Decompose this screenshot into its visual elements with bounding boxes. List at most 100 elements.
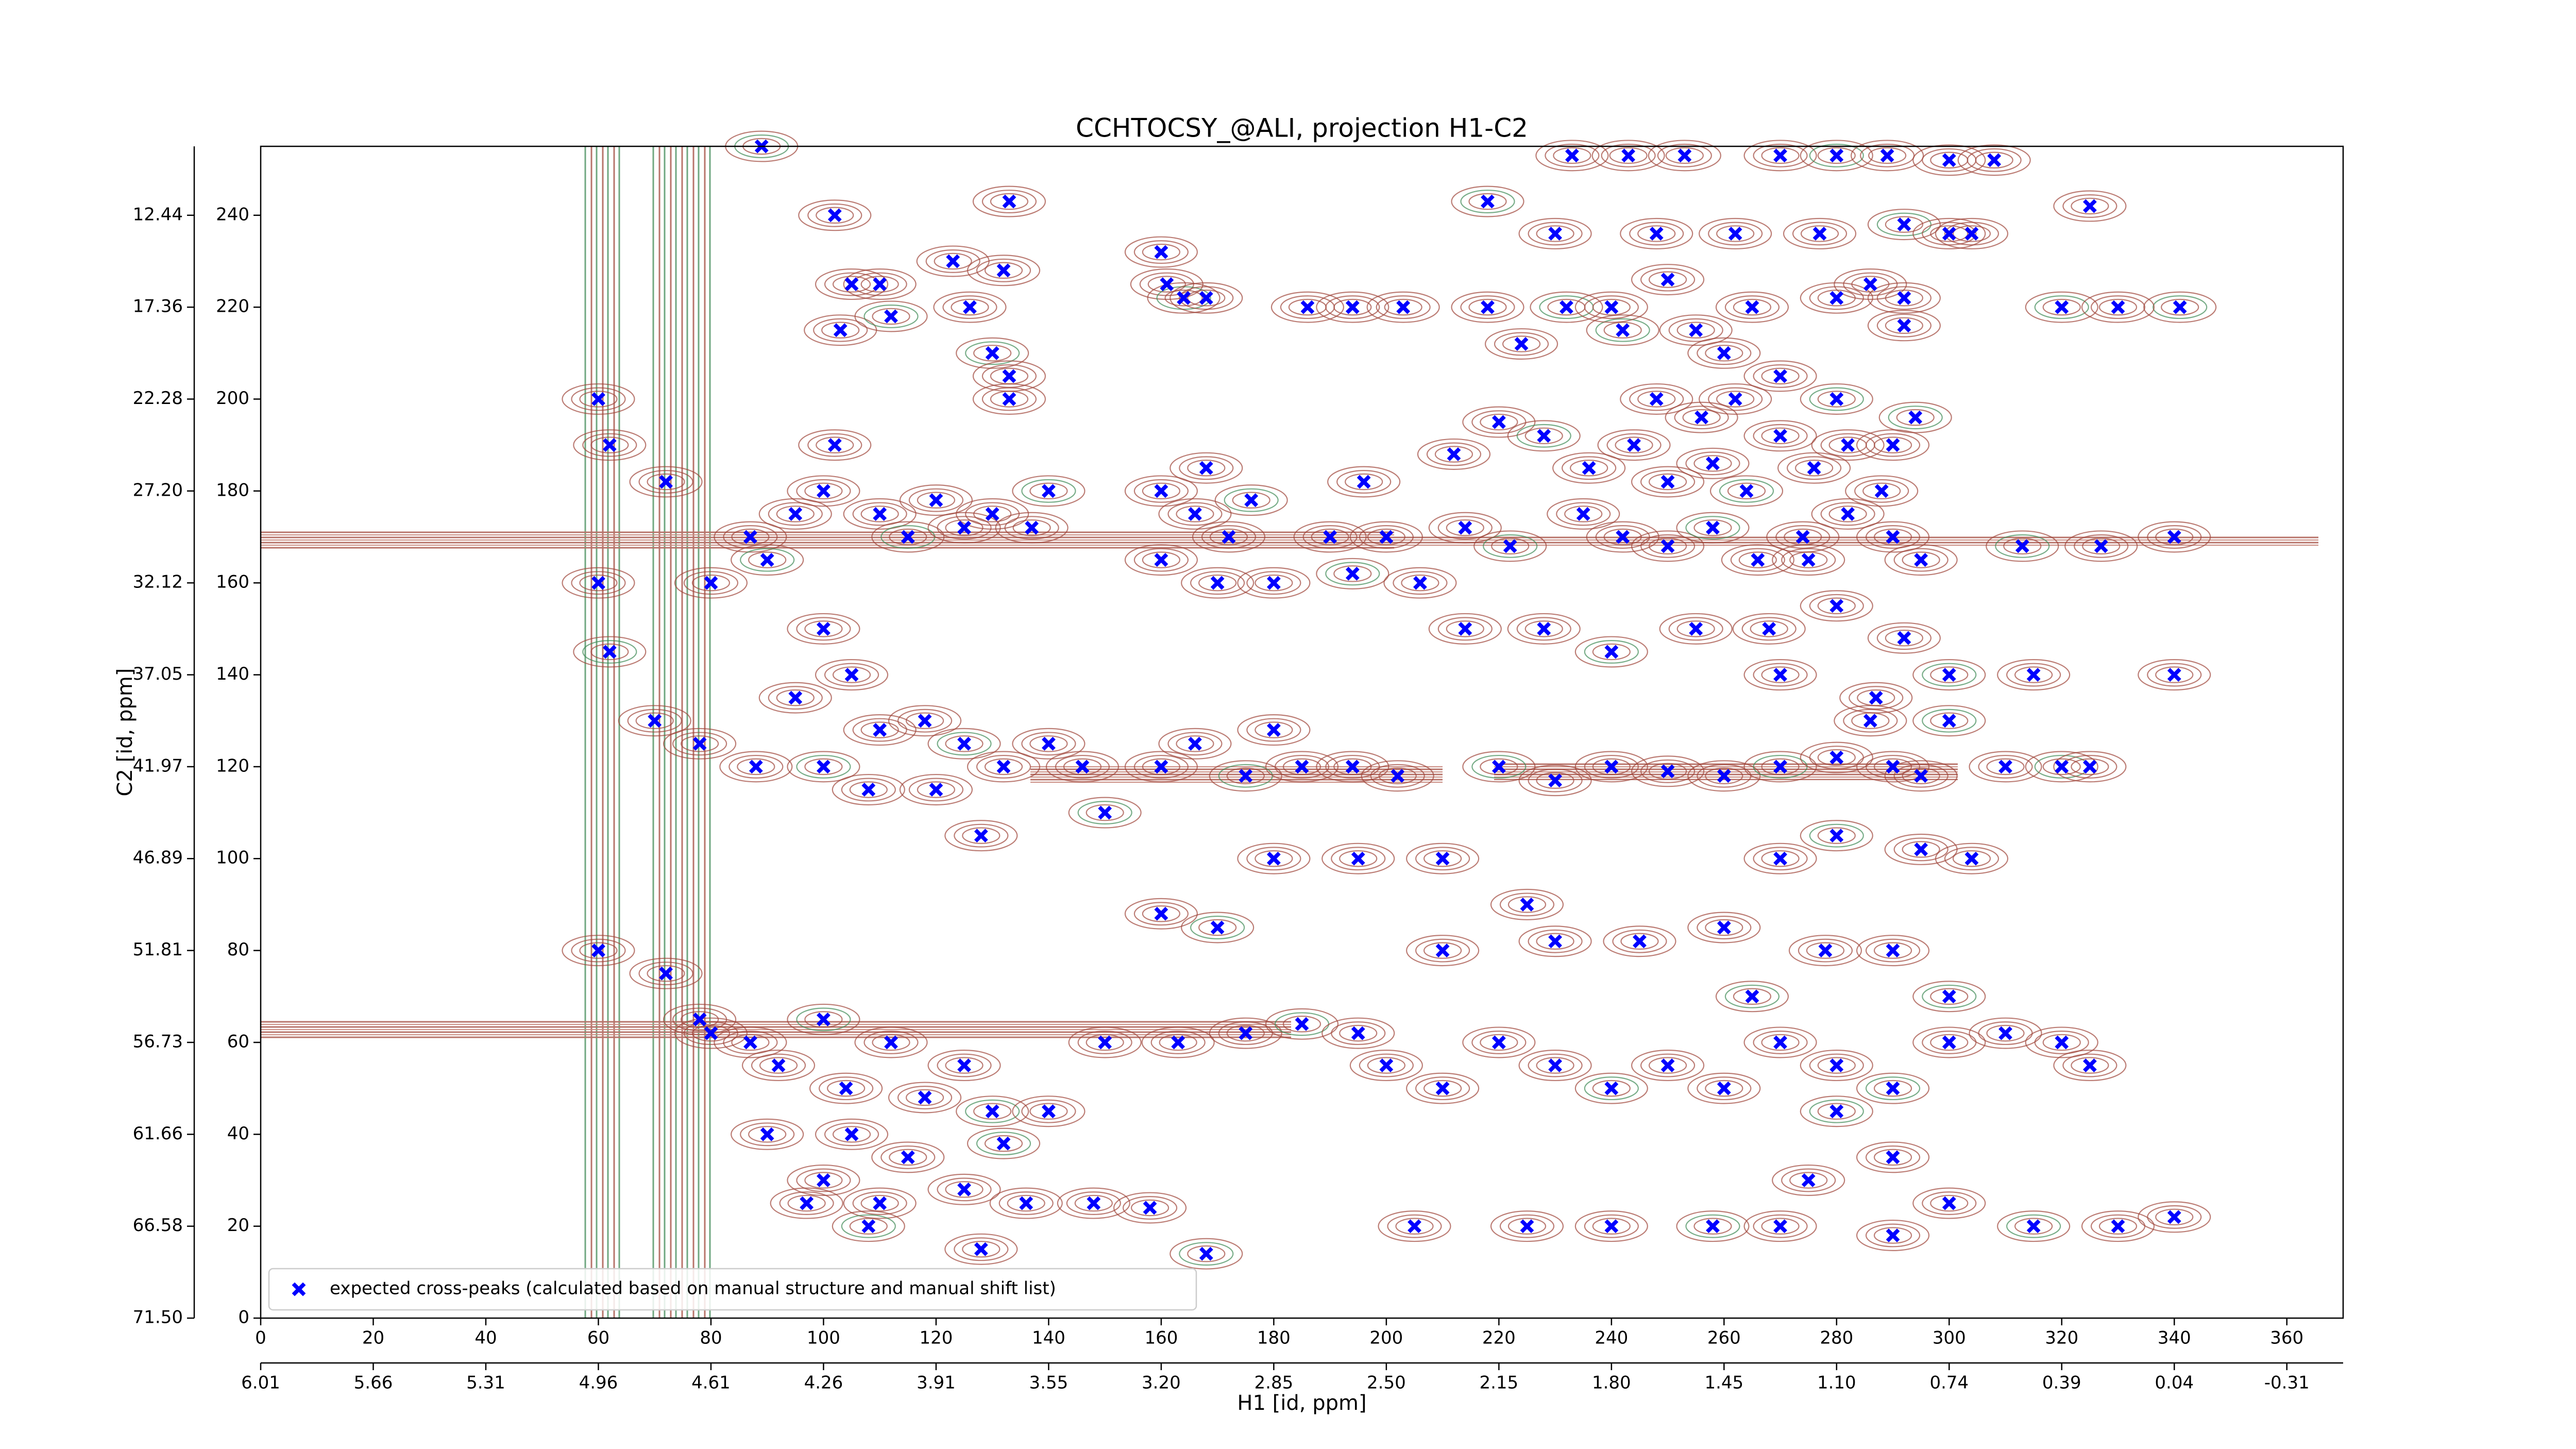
cross-peak-marker [1717, 920, 1731, 935]
cross-peak-marker [1942, 1196, 1956, 1210]
contour [1473, 530, 1547, 562]
contour [1657, 143, 1712, 167]
cross-peak-marker [873, 277, 887, 291]
cross-peak-marker [1728, 227, 1742, 241]
contour [908, 778, 964, 802]
cross-peak-marker [1160, 277, 1174, 291]
contour [854, 1026, 928, 1058]
contour [1274, 754, 1330, 779]
contour [852, 502, 907, 526]
contour [1383, 567, 1457, 599]
cross-peak-marker [1886, 530, 1900, 544]
contour [1811, 498, 1885, 530]
contour [1460, 190, 1515, 213]
contour [1518, 217, 1592, 249]
cross-peak-marker [760, 553, 774, 567]
cross-peak-marker [1773, 429, 1787, 443]
contour [1518, 765, 1592, 797]
contour [1158, 498, 1232, 530]
y-axis-label: C2 [id, ppm] [113, 668, 137, 797]
contour [798, 429, 872, 461]
cross-peak-marker [1863, 714, 1877, 728]
contour [1574, 291, 1648, 323]
contour [984, 262, 1023, 279]
contour [674, 567, 748, 599]
contour [1648, 537, 1687, 555]
cross-peak-marker [844, 277, 859, 291]
contour [1730, 548, 1785, 572]
contour [573, 429, 647, 461]
contour [1321, 1017, 1395, 1049]
contour [1553, 147, 1591, 164]
contour [1612, 929, 1667, 953]
cross-peak-marker [985, 1104, 999, 1119]
contour [1876, 313, 1932, 338]
cross-peak-marker [1660, 539, 1675, 553]
cross-peak-marker [1548, 227, 1563, 241]
cross-peak-marker [2167, 1210, 2181, 1224]
cross-peak-marker [1481, 300, 1495, 314]
contour [1817, 827, 1856, 844]
contour [2155, 528, 2194, 546]
cross-peak-marker [2167, 530, 2181, 544]
cross-peak-marker [1503, 539, 1517, 553]
contour [731, 1034, 770, 1051]
contour [1697, 341, 1752, 365]
contour [1851, 276, 1890, 293]
contour [1142, 758, 1180, 776]
contour [1045, 751, 1120, 783]
contour [1788, 935, 1862, 967]
contour [1462, 406, 1536, 438]
contour [1753, 1031, 1808, 1054]
contour [1012, 1096, 1086, 1127]
contour [967, 1127, 1041, 1159]
contour-background [261, 146, 2318, 1318]
cross-peak-marker [1998, 760, 2012, 774]
cross-peak-marker [800, 1196, 814, 1210]
chart-title: CCHTOCSY_@ALI, projection H1-C2 [1076, 113, 1528, 143]
cross-peak-marker [1942, 714, 1956, 728]
cross-peak-marker [844, 668, 859, 682]
contour [1817, 391, 1856, 408]
contour [1867, 282, 1941, 314]
contour [1142, 243, 1180, 261]
contour [1868, 147, 1907, 164]
contour [1237, 567, 1311, 599]
contour [967, 255, 1041, 287]
cross-peak-marker [1841, 507, 1855, 521]
contour [1282, 1016, 1321, 1033]
contour [1867, 310, 1941, 342]
cross-peak-marker [996, 1136, 1011, 1151]
contour [768, 686, 823, 710]
y2-tick-label: 51.81 [133, 939, 183, 960]
contour [1902, 767, 1940, 784]
contour [937, 1053, 992, 1077]
cross-peak-marker [1548, 934, 1563, 949]
contour [990, 193, 1029, 210]
y2-tick-label: 56.73 [133, 1031, 183, 1052]
contour [2090, 295, 2146, 319]
cross-peak-marker [974, 1242, 988, 1256]
cross-peak-marker [1942, 989, 1956, 1004]
contour [1124, 898, 1198, 930]
contour [1772, 1164, 1845, 1196]
cross-peak-marker [2026, 1219, 2041, 1234]
contour [1507, 1218, 1547, 1235]
contour [1246, 718, 1301, 742]
contour [1873, 758, 1912, 776]
cross-peak-marker [1829, 291, 1844, 305]
contour [663, 1003, 737, 1035]
cross-peak-marker [1745, 989, 1759, 1004]
contour [1518, 1050, 1592, 1082]
x-tick-label: 160 [1144, 1328, 1178, 1349]
contour [1349, 1050, 1423, 1082]
contour [815, 268, 889, 300]
contour [787, 475, 860, 507]
contour [2025, 291, 2098, 323]
cross-peak-marker [839, 1081, 853, 1096]
cross-peak-marker [1481, 194, 1495, 209]
contour [2098, 1218, 2138, 1235]
contour [1685, 451, 1740, 476]
cross-peak-marker [2055, 760, 2069, 774]
